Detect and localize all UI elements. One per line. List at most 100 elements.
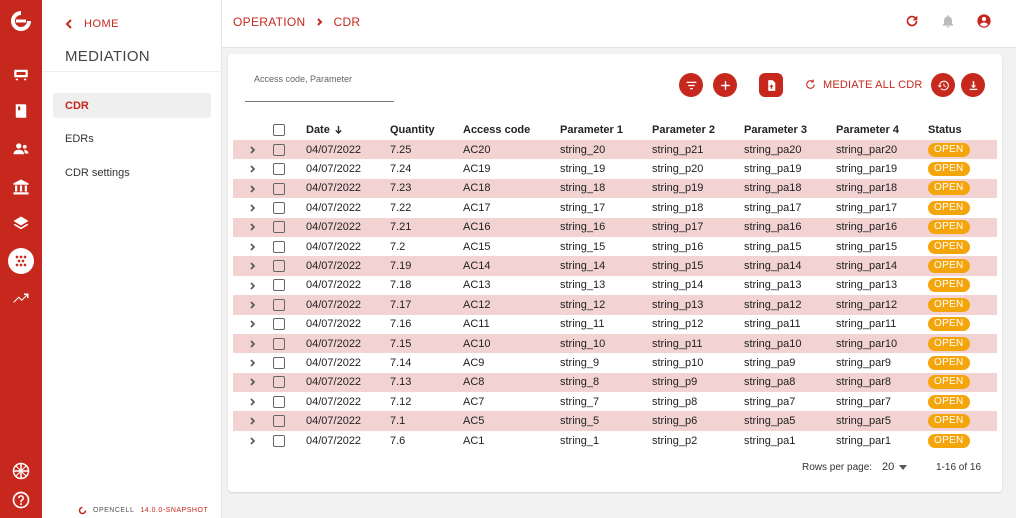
column-header-parameter-4[interactable]: Parameter 4 <box>836 124 899 136</box>
customers-icon[interactable] <box>8 136 34 162</box>
tariffs-icon[interactable] <box>8 62 34 88</box>
cell-access-code: AC9 <box>463 356 485 369</box>
expand-cell <box>233 353 273 372</box>
language-icon[interactable] <box>8 458 34 484</box>
search-input[interactable]: Access code, Parameter <box>254 74 353 84</box>
sidebar-item-cdr-settings[interactable]: CDR settings <box>65 166 130 179</box>
table-row[interactable]: 04/07/2022 7.21 AC16 string_16 string_p17 str… <box>233 217 997 237</box>
row-checkbox[interactable] <box>273 240 285 253</box>
cell-date: 04/07/2022 <box>306 356 362 369</box>
breadcrumb-parent[interactable]: OPERATION <box>233 15 306 29</box>
rows-per-page-select[interactable]: 20 <box>882 461 908 473</box>
chevron-right-icon[interactable] <box>249 320 257 328</box>
sidebar-item-cdr[interactable]: CDR <box>53 93 211 118</box>
chevron-right-icon[interactable] <box>249 417 257 425</box>
mediate-all-cdr-button[interactable]: MEDIATE ALL CDR <box>804 78 923 91</box>
row-checkbox[interactable] <box>273 163 285 176</box>
download-button[interactable] <box>961 73 985 97</box>
analytics-icon[interactable] <box>8 285 34 311</box>
cell-parameter-3: string_pa5 <box>744 411 836 431</box>
table-row[interactable]: 04/07/2022 7.25 AC20 string_20 string_p21 str… <box>233 140 997 160</box>
row-checkbox[interactable] <box>273 357 285 370</box>
chevron-right-icon[interactable] <box>249 281 257 290</box>
cell-access-code: AC15 <box>463 240 491 253</box>
select-all-checkbox[interactable] <box>273 124 285 137</box>
table-row[interactable]: 04/07/2022 7.24 AC19 string_19 string_p20 str… <box>233 159 997 178</box>
table-row[interactable]: 04/07/2022 7.18 AC13 string_13 string_p14 str… <box>233 276 997 295</box>
row-checkbox[interactable] <box>273 182 285 195</box>
cell-parameter-3: string_pa8 <box>744 372 836 393</box>
cell-access-code: AC12 <box>463 295 560 315</box>
row-checkbox[interactable] <box>273 318 285 331</box>
expand-cell <box>233 256 273 276</box>
chevron-right-icon[interactable] <box>249 146 257 154</box>
chevron-right-icon[interactable] <box>249 204 257 212</box>
sidebar-item-edrs[interactable]: EDRs <box>65 132 94 145</box>
chevron-right-icon[interactable] <box>249 165 257 173</box>
column-header-parameter-2[interactable]: Parameter 2 <box>652 124 715 136</box>
cell-parameter-3: string_pa13 <box>744 279 802 292</box>
chevron-right-icon[interactable] <box>249 378 257 387</box>
table-row[interactable]: 04/07/2022 7.16 AC11 string_11 string_p12 str… <box>233 315 997 334</box>
table-row[interactable]: 04/07/2022 7.15 AC10 string_10 string_p11 str… <box>233 333 997 354</box>
filter-button[interactable] <box>679 73 703 97</box>
chevron-right-icon[interactable] <box>249 398 257 406</box>
cell-parameter-2: string_p13 <box>652 295 744 315</box>
table-row[interactable]: 04/07/2022 7.1 AC5 string_5 string_p6 string_… <box>233 411 997 431</box>
chevron-right-icon[interactable] <box>249 359 257 367</box>
history-button[interactable] <box>931 73 955 97</box>
row-checkbox[interactable] <box>273 143 285 156</box>
table-row[interactable]: 04/07/2022 7.6 AC1 string_1 string_p2 string_… <box>233 431 997 450</box>
row-checkbox[interactable] <box>273 221 285 234</box>
add-button[interactable] <box>713 73 737 97</box>
cell-parameter-4: string_par5 <box>836 411 928 431</box>
row-checkbox[interactable] <box>273 434 285 447</box>
row-checkbox[interactable] <box>273 298 285 311</box>
cell-quantity: 7.1 <box>390 411 463 431</box>
row-checkbox[interactable] <box>273 415 285 428</box>
table-row[interactable]: 04/07/2022 7.19 AC14 string_14 string_p15 str… <box>233 256 997 276</box>
chevron-right-icon[interactable] <box>249 437 257 445</box>
chevron-right-icon[interactable] <box>249 301 257 309</box>
home-link[interactable]: HOME <box>64 18 119 30</box>
chevron-right-icon[interactable] <box>249 243 257 251</box>
finance-icon[interactable] <box>8 174 34 200</box>
layers-icon[interactable] <box>8 211 34 237</box>
table-row[interactable]: 04/07/2022 7.23 AC18 string_18 string_p19 str… <box>233 178 997 199</box>
chevron-right-icon[interactable] <box>249 184 257 193</box>
cell-quantity: 7.15 <box>390 333 463 354</box>
row-checkbox[interactable] <box>273 279 285 292</box>
cell-parameter-2: string_p15 <box>652 256 744 276</box>
account-icon[interactable] <box>976 13 992 34</box>
column-header-access-code[interactable]: Access code <box>463 124 531 136</box>
cell-parameter-3: string_pa17 <box>744 201 802 214</box>
chevron-right-icon[interactable] <box>249 223 257 231</box>
catalog-icon[interactable] <box>8 98 34 124</box>
table-row[interactable]: 04/07/2022 7.22 AC17 string_17 string_p18 str… <box>233 198 997 217</box>
opencell-logo-icon[interactable] <box>8 8 34 34</box>
column-header-quantity[interactable]: Quantity <box>390 124 435 136</box>
refresh-icon[interactable] <box>904 13 920 34</box>
column-header-parameter-1[interactable]: Parameter 1 <box>560 124 623 136</box>
column-header-date[interactable]: Date <box>306 120 390 140</box>
row-checkbox[interactable] <box>273 337 285 350</box>
row-checkbox[interactable] <box>273 395 285 408</box>
mediation-icon[interactable] <box>8 248 34 274</box>
column-header-status[interactable]: Status <box>928 124 962 136</box>
chevron-right-icon[interactable] <box>249 340 257 348</box>
column-header-parameter-3[interactable]: Parameter 3 <box>744 124 807 136</box>
table-row[interactable]: 04/07/2022 7.17 AC12 string_12 string_p13 str… <box>233 295 997 315</box>
row-checkbox[interactable] <box>273 260 285 273</box>
notifications-icon[interactable] <box>940 13 956 34</box>
cell-parameter-3: string_pa18 <box>744 178 836 199</box>
table-row[interactable]: 04/07/2022 7.12 AC7 string_7 string_p8 string… <box>233 392 997 411</box>
chevron-right-icon[interactable] <box>249 262 257 270</box>
row-checkbox[interactable] <box>273 376 285 389</box>
cdr-table: Date Quantity Access code Parameter 1 Pa… <box>233 120 997 450</box>
table-row[interactable]: 04/07/2022 7.2 AC15 string_15 string_p16 stri… <box>233 237 997 256</box>
table-row[interactable]: 04/07/2022 7.14 AC9 string_9 string_p10 strin… <box>233 353 997 372</box>
import-file-button[interactable] <box>759 73 783 97</box>
row-checkbox[interactable] <box>273 201 285 214</box>
help-icon[interactable] <box>8 487 34 513</box>
table-row[interactable]: 04/07/2022 7.13 AC8 string_8 string_p9 string… <box>233 372 997 393</box>
